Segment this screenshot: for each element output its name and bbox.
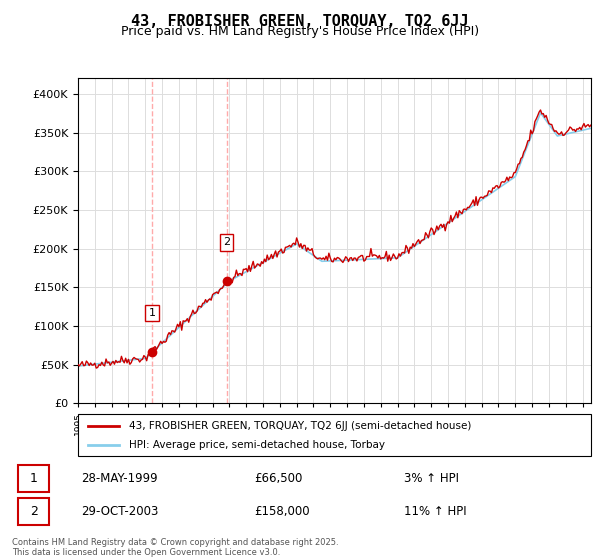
Text: 43, FROBISHER GREEN, TORQUAY, TQ2 6JJ: 43, FROBISHER GREEN, TORQUAY, TQ2 6JJ	[131, 14, 469, 29]
FancyBboxPatch shape	[18, 465, 49, 492]
FancyBboxPatch shape	[18, 497, 49, 525]
Text: £158,000: £158,000	[254, 505, 310, 517]
Text: 1: 1	[29, 472, 38, 485]
Text: 29-OCT-2003: 29-OCT-2003	[81, 505, 158, 517]
Text: Contains HM Land Registry data © Crown copyright and database right 2025.
This d: Contains HM Land Registry data © Crown c…	[12, 538, 338, 557]
Text: 28-MAY-1999: 28-MAY-1999	[81, 472, 158, 485]
Text: 11% ↑ HPI: 11% ↑ HPI	[404, 505, 466, 517]
Text: 2: 2	[29, 505, 38, 517]
Text: 43, FROBISHER GREEN, TORQUAY, TQ2 6JJ (semi-detached house): 43, FROBISHER GREEN, TORQUAY, TQ2 6JJ (s…	[130, 421, 472, 431]
Text: HPI: Average price, semi-detached house, Torbay: HPI: Average price, semi-detached house,…	[130, 440, 385, 450]
Text: £66,500: £66,500	[254, 472, 302, 485]
FancyBboxPatch shape	[78, 414, 591, 456]
Text: 3% ↑ HPI: 3% ↑ HPI	[404, 472, 458, 485]
Text: 1: 1	[149, 308, 155, 318]
Text: Price paid vs. HM Land Registry's House Price Index (HPI): Price paid vs. HM Land Registry's House …	[121, 25, 479, 38]
Text: 2: 2	[223, 237, 230, 248]
